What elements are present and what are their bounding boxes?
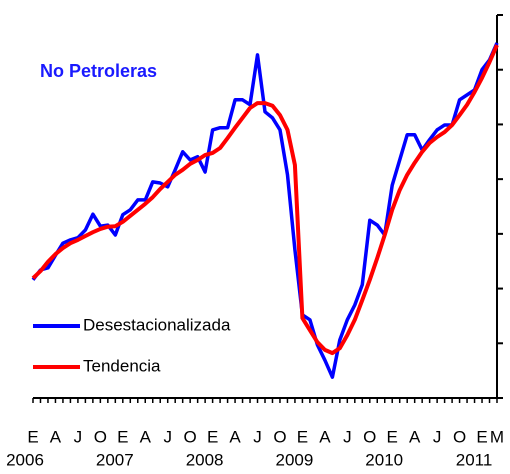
- x-tick-label: E: [476, 427, 487, 446]
- year-label: 2006: [6, 450, 44, 469]
- x-tick-label: J: [433, 427, 442, 446]
- x-tick-label: M: [490, 427, 504, 446]
- x-tick-label: A: [229, 427, 241, 446]
- x-tick-label: O: [363, 427, 376, 446]
- year-label: 2008: [186, 450, 224, 469]
- year-label: 2007: [96, 450, 134, 469]
- year-label: 2009: [276, 450, 314, 469]
- x-tick-label: A: [50, 427, 62, 446]
- chart-title: No Petroleras: [40, 61, 157, 81]
- x-tick-label: J: [163, 427, 172, 446]
- legend-label: Tendencia: [83, 356, 161, 375]
- x-tick-label: O: [94, 427, 107, 446]
- x-tick-label: E: [387, 427, 398, 446]
- x-tick-label: E: [207, 427, 218, 446]
- x-tick-label: A: [409, 427, 421, 446]
- x-tick-label: A: [140, 427, 152, 446]
- series-line: [31, 44, 499, 356]
- x-tick-label: A: [319, 427, 331, 446]
- x-tick-label: O: [453, 427, 466, 446]
- x-tick-label: O: [273, 427, 286, 446]
- x-tick-label: O: [184, 427, 197, 446]
- x-tick-label: J: [74, 427, 83, 446]
- legend-label: Desestacionalizada: [83, 315, 231, 334]
- year-label: 2011: [456, 450, 493, 469]
- x-tick-label: E: [297, 427, 308, 446]
- x-tick-label: E: [117, 427, 128, 446]
- year-label: 2010: [365, 450, 403, 469]
- x-tick-label: E: [27, 427, 38, 446]
- x-tick-label: J: [253, 427, 262, 446]
- x-tick-label: J: [343, 427, 352, 446]
